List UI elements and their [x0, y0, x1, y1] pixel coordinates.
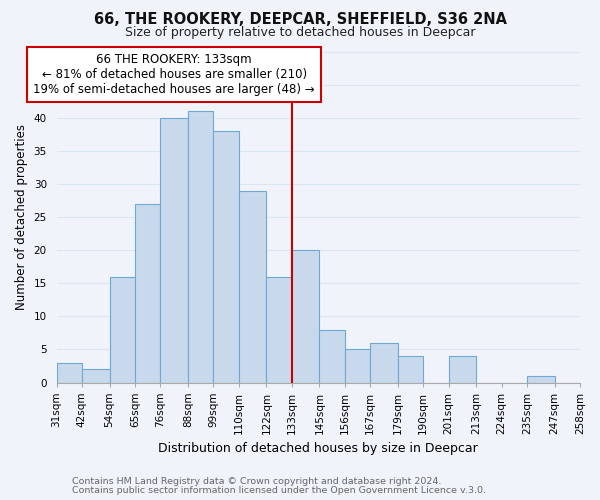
Text: 66 THE ROOKERY: 133sqm
← 81% of detached houses are smaller (210)
19% of semi-de: 66 THE ROOKERY: 133sqm ← 81% of detached…: [34, 53, 315, 96]
Bar: [370, 343, 398, 382]
Y-axis label: Number of detached properties: Number of detached properties: [15, 124, 28, 310]
Bar: [82, 370, 110, 382]
Bar: [527, 376, 554, 382]
Bar: [135, 204, 160, 382]
Bar: [266, 276, 292, 382]
Bar: [319, 330, 345, 382]
Text: Contains HM Land Registry data © Crown copyright and database right 2024.: Contains HM Land Registry data © Crown c…: [72, 477, 442, 486]
Bar: [345, 350, 370, 382]
Bar: [56, 362, 82, 382]
Text: Contains public sector information licensed under the Open Government Licence v.: Contains public sector information licen…: [72, 486, 486, 495]
Bar: [449, 356, 476, 382]
Text: 66, THE ROOKERY, DEEPCAR, SHEFFIELD, S36 2NA: 66, THE ROOKERY, DEEPCAR, SHEFFIELD, S36…: [94, 12, 506, 28]
X-axis label: Distribution of detached houses by size in Deepcar: Distribution of detached houses by size …: [158, 442, 478, 455]
Bar: [239, 190, 266, 382]
Bar: [188, 111, 214, 382]
Bar: [398, 356, 423, 382]
Bar: [214, 131, 239, 382]
Bar: [160, 118, 188, 382]
Bar: [292, 250, 319, 382]
Bar: [110, 276, 135, 382]
Text: Size of property relative to detached houses in Deepcar: Size of property relative to detached ho…: [125, 26, 475, 39]
